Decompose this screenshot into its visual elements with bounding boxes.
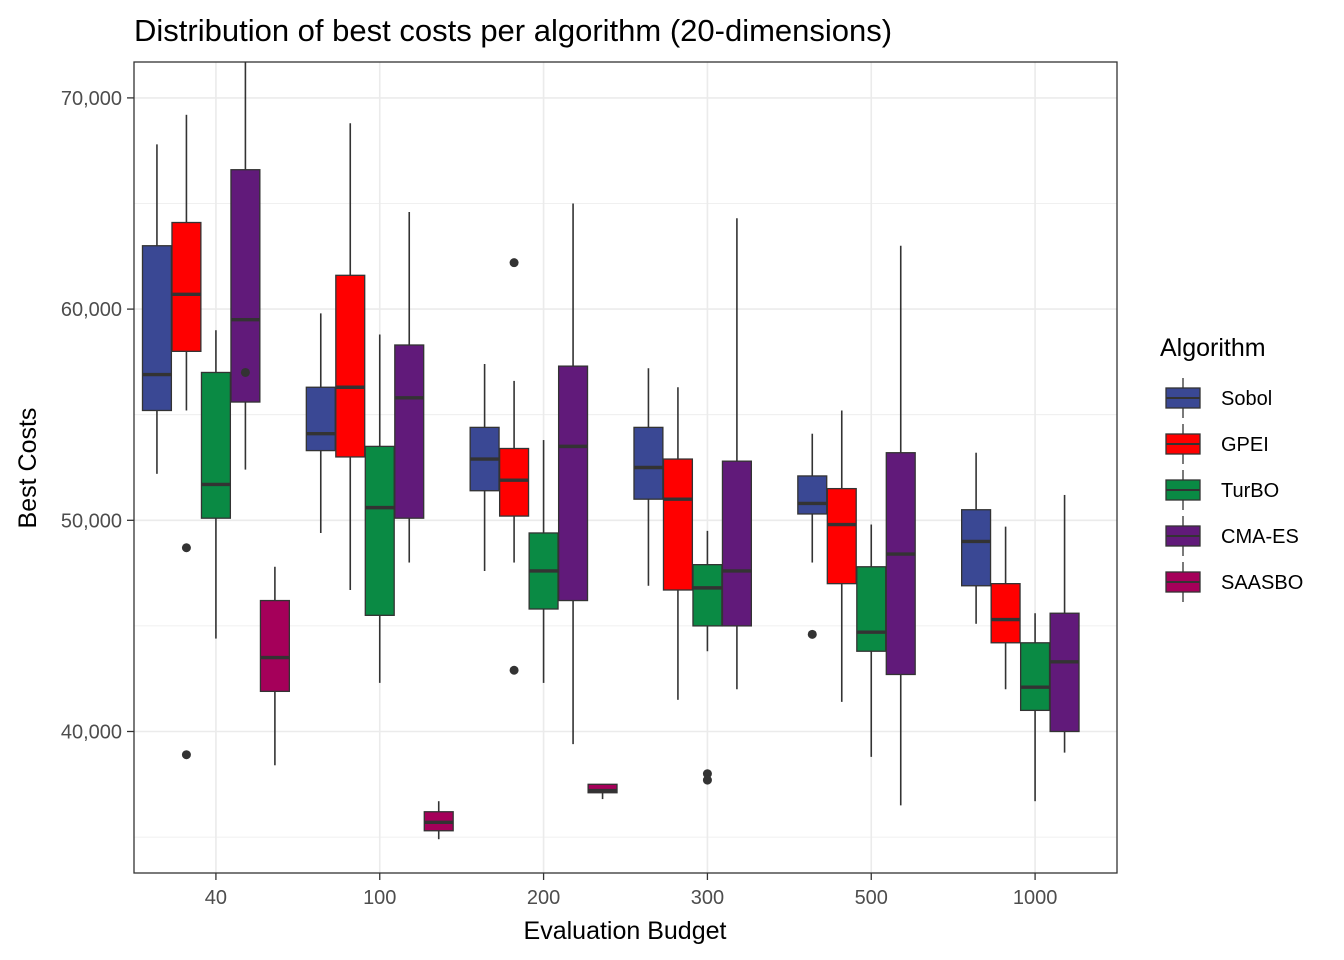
box-layer <box>141 62 1080 840</box>
box-sobol-300 <box>633 368 664 586</box>
box-body <box>692 564 723 627</box>
box-body <box>826 487 857 585</box>
series-sobol <box>141 144 992 639</box>
box-cma-es-300 <box>721 218 753 690</box>
legend-item-gpei: GPEI <box>1165 424 1269 464</box>
legend-title: Algorithm <box>1160 334 1266 362</box>
box-body <box>885 452 916 676</box>
y-tick-label: 40,000 <box>61 721 122 743</box>
box-body <box>394 344 425 519</box>
box-gpei-500 <box>826 410 857 702</box>
outlier-point <box>509 665 519 675</box>
x-tick-label: 500 <box>855 887 888 909</box>
box-body <box>200 371 232 519</box>
box-body <box>856 566 887 652</box>
box-sobol-200 <box>469 364 500 571</box>
legend-label: GPEI <box>1221 434 1269 456</box>
chart-title: Distribution of best costs per algorithm… <box>134 13 892 48</box>
box-gpei-200 <box>498 258 530 675</box>
legend-item-sobol: Sobol <box>1165 378 1272 418</box>
box-gpei-1000 <box>990 526 1021 690</box>
box-turbo-200 <box>528 440 559 683</box>
box-body <box>498 447 530 517</box>
box-sobol-500 <box>797 433 828 639</box>
box-body <box>141 245 173 412</box>
box-body <box>335 274 366 458</box>
box-cma-es-40 <box>230 62 261 470</box>
y-tick-label: 70,000 <box>61 88 122 110</box>
legend-label: CMA-ES <box>1221 526 1299 548</box>
box-sobol-1000 <box>961 452 992 624</box>
outlier-point <box>240 367 250 377</box>
x-tick-label: 300 <box>691 887 724 909</box>
box-gpei-40 <box>171 114 202 760</box>
box-turbo-100 <box>364 334 395 683</box>
panel-background <box>134 62 1117 873</box>
box-cma-es-1000 <box>1049 494 1080 753</box>
series-gpei <box>171 114 1021 760</box>
y-axis-title: Best Costs <box>14 408 42 529</box>
box-body <box>961 509 992 587</box>
x-tick-label: 40 <box>205 887 227 909</box>
box-body <box>230 169 261 403</box>
x-axis-title: Evaluation Budget <box>524 917 727 945</box>
box-saasbo-200 <box>587 783 618 800</box>
outlier-point <box>702 775 712 785</box>
box-body <box>797 475 828 515</box>
box-turbo-1000 <box>1019 613 1051 802</box>
legend-items: Sobol GPEI TurBO CMA-ES SAASBO <box>1165 378 1303 602</box>
box-body <box>305 386 336 452</box>
outlier-point <box>181 750 191 760</box>
legend-label: SAASBO <box>1221 572 1303 594</box>
y-tick-label: 50,000 <box>61 510 122 532</box>
box-body <box>1049 612 1080 733</box>
box-saasbo-40 <box>259 566 290 766</box>
x-tick-label: 1000 <box>1013 887 1058 909</box>
box-cma-es-100 <box>394 211 425 563</box>
box-body <box>364 445 395 616</box>
series-saasbo <box>259 566 618 840</box>
legend-label: Sobol <box>1221 388 1272 410</box>
box-cma-es-500 <box>885 245 916 806</box>
outlier-point <box>702 769 712 779</box>
legend-label: TurBO <box>1221 480 1279 502</box>
series-cma-es <box>230 62 1080 806</box>
box-body <box>662 458 694 591</box>
legend-item-turbo: TurBO <box>1165 470 1279 510</box>
box-saasbo-100 <box>423 801 454 840</box>
box-body <box>1019 642 1051 712</box>
box-body <box>633 426 664 500</box>
outlier-point <box>509 258 519 268</box>
box-gpei-300 <box>662 387 694 700</box>
outlier-point <box>807 629 817 639</box>
panel-border <box>133 61 1118 874</box>
y-tick-label: 60,000 <box>61 299 122 321</box>
box-gpei-100 <box>335 123 366 590</box>
legend-item-cma-es: CMA-ES <box>1165 516 1299 556</box>
box-cma-es-200 <box>557 203 589 745</box>
box-body <box>259 599 290 693</box>
box-sobol-100 <box>305 313 336 533</box>
box-body <box>990 583 1021 644</box>
outlier-point <box>181 543 191 553</box>
box-turbo-40 <box>200 330 232 639</box>
legend: Algorithm Sobol GPEI TurBO CMA-ES SAASBO <box>1160 334 1303 602</box>
box-body <box>721 460 753 627</box>
plot-area <box>133 61 1118 874</box>
legend-item-saasbo: SAASBO <box>1165 562 1303 602</box>
x-tick-label: 200 <box>527 887 560 909</box>
y-axis: 40,000 50,000 60,000 70,000 <box>61 88 134 743</box>
box-sobol-40 <box>141 144 173 474</box>
box-body <box>587 783 618 794</box>
box-body <box>171 221 202 352</box>
x-axis: 40 100 200 300 500 1000 <box>205 873 1058 909</box>
x-tick-label: 100 <box>363 887 396 909</box>
box-body <box>557 365 589 602</box>
